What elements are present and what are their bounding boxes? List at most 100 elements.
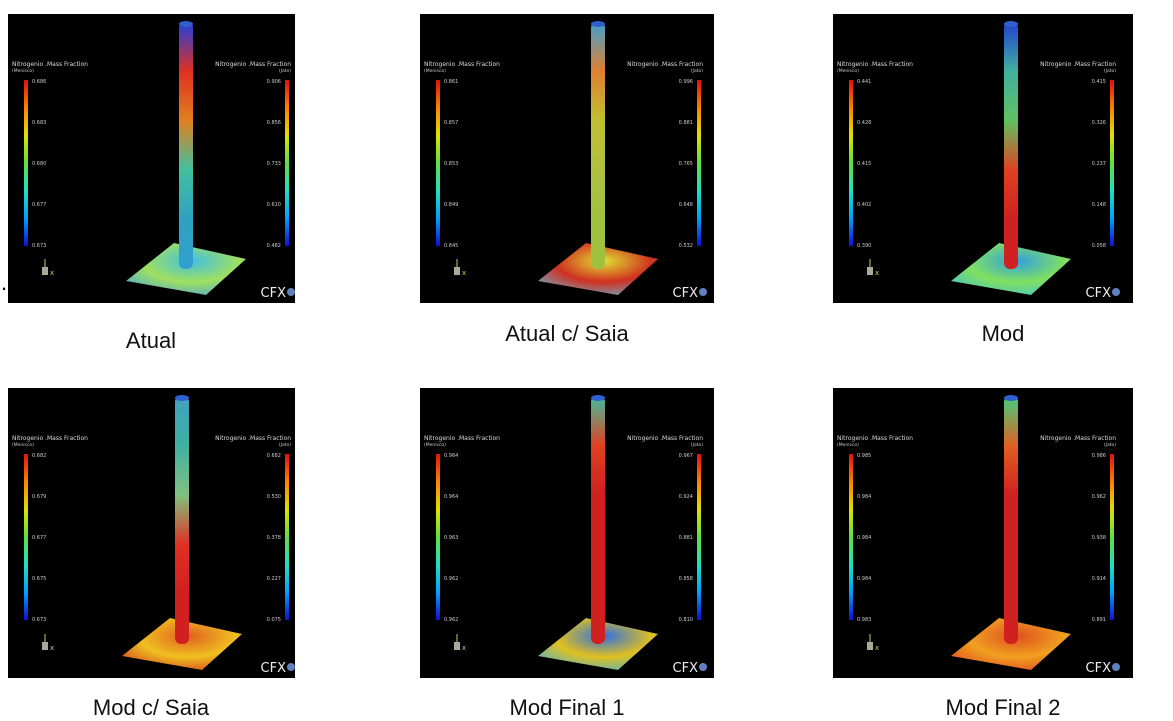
simulation-image: Nitrogenio .Mass Fraction(Menisco)0.9640…	[420, 388, 714, 678]
legend-subtitle: (Jato)	[1104, 68, 1116, 74]
logo-mark	[1112, 663, 1120, 671]
column-top	[591, 21, 605, 27]
legend-subtitle: (Menisco)	[12, 442, 34, 448]
legend-tick: 0.686	[32, 79, 46, 85]
legend-title: Nitrogenio .Mass Fraction	[215, 435, 291, 442]
legend-tick: 0.415	[1092, 79, 1106, 85]
legend-tick: 0.938	[1092, 535, 1106, 541]
logo: CFX	[673, 286, 699, 301]
legend-tick: 0.856	[267, 120, 281, 126]
legend-tick: 0.675	[32, 576, 46, 582]
legend-tick: 0.962	[444, 617, 458, 623]
column	[175, 396, 189, 644]
color-bar	[849, 80, 853, 246]
legend-tick: 0.985	[857, 453, 871, 459]
legend-tick: 0.326	[1092, 120, 1106, 126]
axis-label: x	[462, 644, 466, 652]
legend-tick: 0.881	[679, 535, 693, 541]
legend-tick: 0.390	[857, 243, 871, 249]
legend-tick: 0.924	[679, 494, 693, 500]
legend-tick: 0.984	[857, 535, 871, 541]
legend-tick: 0.378	[267, 535, 281, 541]
color-bar	[436, 80, 440, 246]
legend-tick: 0.964	[444, 453, 458, 459]
legend-title: Nitrogenio .Mass Fraction	[627, 61, 703, 68]
panel: Nitrogenio .Mass Fraction(Menisco)0.4410…	[833, 14, 1173, 303]
simulation-image: Nitrogenio .Mass Fraction(Menisco)0.9850…	[833, 388, 1133, 678]
legend-tick: 0.482	[267, 243, 281, 249]
color-bar	[697, 454, 701, 620]
axis-label: x	[462, 269, 466, 277]
column	[179, 22, 193, 269]
legend-tick: 0.967	[679, 453, 693, 459]
simulation-image: Nitrogenio .Mass Fraction (Menisco) 0.686 0…	[8, 14, 295, 303]
legend-subtitle: (Jato)	[691, 68, 703, 74]
legend-tick: 0.858	[679, 576, 693, 582]
legend-tick: 0.810	[679, 617, 693, 623]
legend-tick: 0.677	[32, 535, 46, 541]
legend-tick: 0.964	[444, 494, 458, 500]
legend-title: Nitrogenio .Mass Fraction	[837, 435, 913, 442]
axis-icon	[867, 267, 873, 275]
background	[8, 14, 295, 303]
legend-tick: 0.853	[444, 161, 458, 167]
legend-tick: 0.532	[679, 243, 693, 249]
legend-tick: 0.857	[444, 120, 458, 126]
legend-tick: 0.996	[679, 79, 693, 85]
axis-label: x	[50, 269, 54, 277]
legend-tick: 0.733	[267, 161, 281, 167]
panel: Nitrogenio .Mass Fraction (Menisco) 0.682 0…	[8, 388, 295, 678]
legend-title: Nitrogenio .Mass Fraction	[1040, 61, 1116, 68]
legend-tick: 0.861	[444, 79, 458, 85]
logo: CFX	[1086, 661, 1112, 676]
color-bar	[285, 80, 289, 246]
legend-tick: 0.610	[267, 202, 281, 208]
axis-icon	[42, 642, 48, 650]
legend-title: Nitrogenio .Mass Fraction	[627, 435, 703, 442]
legend-tick: 0.673	[32, 243, 46, 249]
legend-title: Nitrogenio .Mass Fraction	[215, 61, 291, 68]
legend-tick: 0.530	[267, 494, 281, 500]
legend-tick: 0.984	[857, 494, 871, 500]
column-top	[1004, 395, 1018, 401]
legend-tick: 0.881	[679, 120, 693, 126]
column	[1004, 396, 1018, 644]
legend-subtitle: (Menisco)	[837, 68, 859, 74]
column	[591, 22, 605, 269]
color-bar	[436, 454, 440, 620]
axis-icon	[867, 642, 873, 650]
legend-subtitle: (Jato)	[1104, 442, 1116, 448]
legend-tick: 0.428	[857, 120, 871, 126]
caption: Atual c/ Saia	[417, 321, 717, 347]
legend-tick: 0.962	[1092, 494, 1106, 500]
logo-mark	[1112, 288, 1120, 296]
simulation-image: Nitrogenio .Mass Fraction(Menisco)0.4410…	[833, 14, 1133, 303]
column-top	[591, 395, 605, 401]
logo-mark	[287, 663, 295, 671]
legend-tick: 0.237	[1092, 161, 1106, 167]
logo-mark	[699, 288, 707, 296]
legend-tick: 0.682	[32, 453, 46, 459]
legend-tick: 0.849	[444, 202, 458, 208]
legend-tick: 0.986	[1092, 453, 1106, 459]
axis-icon	[454, 267, 460, 275]
legend-tick: 0.680	[32, 161, 46, 167]
color-bar	[24, 80, 28, 246]
legend-tick: 0.963	[444, 535, 458, 541]
logo: CFX	[261, 661, 287, 676]
axis-label: x	[875, 644, 879, 652]
legend-tick: 0.683	[32, 120, 46, 126]
column	[1004, 22, 1018, 269]
legend-tick: 0.891	[1092, 617, 1106, 623]
leading-mark: .	[1, 270, 7, 296]
column-top	[179, 21, 193, 27]
axis-label: x	[875, 269, 879, 277]
axis-label: x	[50, 644, 54, 652]
legend-tick: 0.402	[857, 202, 871, 208]
color-bar	[24, 454, 28, 620]
legend-title: Nitrogenio .Mass Fraction	[424, 435, 500, 442]
legend-title: Nitrogenio .Mass Fraction	[1040, 435, 1116, 442]
logo: CFX	[673, 661, 699, 676]
legend-subtitle: (Menisco)	[12, 68, 34, 74]
legend-subtitle: (Jato)	[279, 68, 291, 74]
